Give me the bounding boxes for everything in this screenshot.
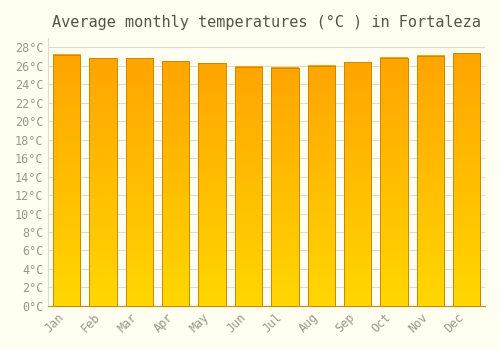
Title: Average monthly temperatures (°C ) in Fortaleza: Average monthly temperatures (°C ) in Fo… [52, 15, 481, 30]
